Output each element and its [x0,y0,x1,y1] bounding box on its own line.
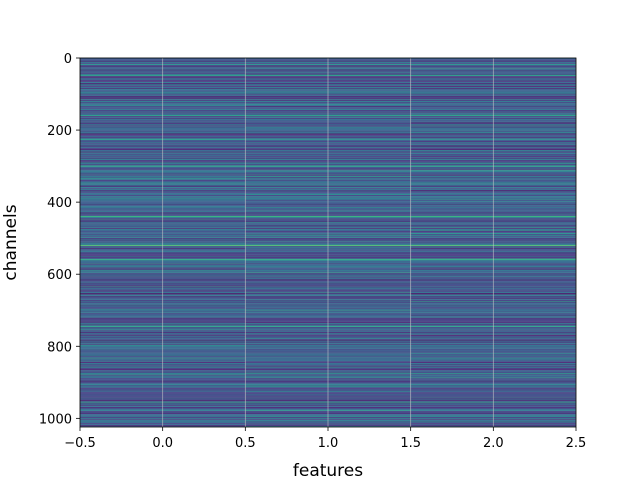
y-tick-label: 0 [64,52,72,67]
y-axis-label: channels [1,204,21,280]
y-tick-label: 600 [47,268,72,283]
x-axis-label: features [293,461,363,480]
x-tick-label: 0.5 [235,436,256,451]
y-tick-label: 200 [47,124,72,139]
x-tick-label: 1.5 [400,436,421,451]
y-axis-ticks: 0 200 400 600 800 1000 [39,52,80,427]
x-tick-label: 1.0 [318,436,339,451]
x-tick-label: 0.0 [152,436,173,451]
x-tick-label: 2.0 [483,436,504,451]
y-tick-label: 800 [47,340,72,355]
x-tick-label: 2.5 [566,436,587,451]
y-tick-label: 400 [47,196,72,211]
x-tick-label: −0.5 [64,436,96,451]
x-axis-ticks: −0.5 0.0 0.5 1.0 1.5 2.0 2.5 [64,427,586,451]
y-tick-label: 1000 [39,412,72,427]
